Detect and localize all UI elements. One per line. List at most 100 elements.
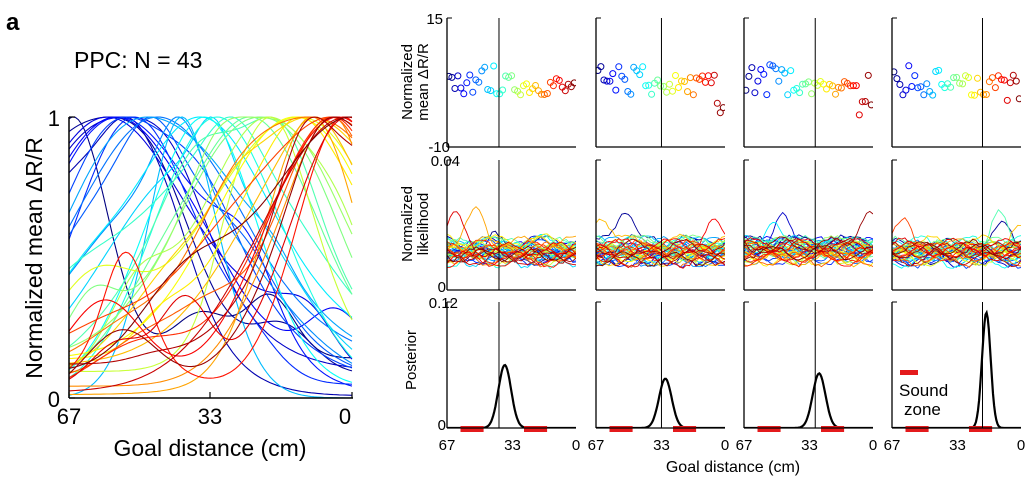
scatter-ylabel-line1: Normalized — [399, 44, 416, 120]
tuning-curve — [68, 116, 353, 368]
scatter-point — [935, 66, 943, 74]
likelihood-line — [744, 237, 873, 254]
scatter-point — [660, 82, 668, 90]
likelihood-line — [447, 250, 576, 267]
posterior-ylabel: Posterior — [403, 330, 420, 390]
scatter-point — [704, 72, 712, 80]
tuning-curve — [68, 116, 353, 367]
scatter-point — [466, 71, 474, 79]
sound-zone-bar — [673, 426, 697, 432]
likelihood-line — [596, 239, 725, 255]
scatter-point — [911, 72, 919, 80]
scatter-point — [457, 84, 465, 92]
decoding-xtick-label: 0 — [869, 437, 877, 454]
scatter-point — [953, 73, 961, 81]
likelihood-line — [892, 253, 1021, 269]
tuning-xtick-label-67: 67 — [57, 404, 81, 429]
scatter-point — [451, 85, 459, 92]
scatter-point — [499, 86, 507, 94]
scatter-point — [971, 91, 978, 99]
decoding-xtick-label: 33 — [653, 437, 670, 454]
scatter-point — [745, 72, 753, 80]
scatter-ytick-top: 15 — [426, 11, 443, 28]
tuning-title: PPC: N = 43 — [74, 47, 202, 73]
scatter-point — [929, 91, 937, 99]
scatter-point — [701, 78, 709, 86]
scatter-point — [917, 83, 925, 91]
scatter-ylabel-line2: mean ΔR/R — [415, 43, 432, 121]
decoding-panel — [595, 159, 725, 291]
scatter-point — [861, 98, 869, 105]
tuning-ytick-label-0: 0 — [48, 387, 60, 412]
scatter-point — [710, 71, 718, 79]
tuning-chart: PPC: N = 43 1 0 67 33 0 Goal distance (c… — [21, 47, 353, 461]
scatter-point — [997, 76, 1005, 83]
scatter-point — [627, 90, 635, 98]
posterior-ytick-top: 0.12 — [429, 295, 458, 312]
scatter-point — [612, 86, 620, 94]
decoding-panel — [891, 301, 1021, 432]
panel-content — [447, 363, 576, 428]
scatter-point — [744, 86, 750, 94]
decoding-grid: 67 33 0 67 33 0 67 33 0 67 33 0 — [439, 17, 1025, 454]
scatter-point — [543, 90, 551, 97]
scatter-point — [645, 81, 653, 89]
scatter-point — [487, 87, 495, 95]
sound-zone-legend-swatch — [900, 370, 918, 375]
panel-content — [744, 210, 873, 268]
sound-zone-legend-label-2: zone — [904, 400, 941, 419]
likelihood-line — [596, 238, 725, 255]
likelihood-line — [892, 235, 1021, 253]
scatter-point — [447, 72, 453, 80]
scatter-point — [985, 78, 993, 86]
scatter-point — [606, 77, 614, 85]
scatter-point — [834, 83, 842, 91]
likelihood-line — [744, 234, 873, 252]
scatter-point — [796, 89, 804, 97]
scatter-point — [716, 109, 724, 117]
decoding-panel — [595, 301, 725, 432]
tuning-curve — [68, 116, 353, 350]
scatter-point — [570, 79, 576, 87]
scatter-point — [760, 70, 768, 78]
likelihood-line — [892, 237, 1021, 254]
sound-zone-bar — [460, 426, 484, 432]
likelihood-line — [447, 248, 576, 263]
scatter-point — [787, 67, 795, 75]
scatter-point — [1000, 76, 1008, 84]
likelihood-ytick-bottom: 0 — [438, 279, 446, 296]
scatter-point — [751, 89, 759, 97]
likelihood-line — [447, 246, 576, 263]
scatter-ytick-bottom: -10 — [428, 139, 450, 156]
scatter-point — [896, 81, 904, 88]
likelihood-line — [892, 239, 1021, 255]
decoding-xtick-label: 33 — [949, 437, 966, 454]
scatter-point — [950, 74, 958, 82]
tuning-xlabel: Goal distance (cm) — [113, 435, 306, 461]
scatter-point — [968, 91, 975, 99]
scatter-point — [549, 82, 557, 90]
scatter-point — [1003, 96, 1011, 104]
likelihood-line — [596, 235, 725, 253]
scatter-point — [837, 84, 845, 92]
scatter-point — [947, 83, 955, 91]
panel-content — [892, 62, 1021, 104]
scatter-point — [974, 74, 981, 82]
scatter-point — [686, 74, 694, 82]
likelihood-line — [447, 241, 576, 258]
likelihood-line — [892, 224, 1021, 263]
likelihood-line — [892, 240, 1021, 258]
scatter-point — [666, 80, 673, 88]
tuning-curve — [68, 116, 353, 357]
tuning-curve — [68, 116, 353, 385]
likelihood-line — [892, 238, 1021, 255]
decoding-panel — [446, 17, 576, 148]
tuning-curve — [68, 116, 353, 334]
sound-zone-bar — [969, 426, 993, 432]
scatter-point — [481, 63, 489, 71]
scatter-point — [991, 84, 999, 92]
panel-content — [744, 61, 873, 119]
decoding-panel — [446, 159, 576, 291]
sound-zone-bar — [609, 426, 633, 432]
likelihood-line — [744, 245, 873, 262]
